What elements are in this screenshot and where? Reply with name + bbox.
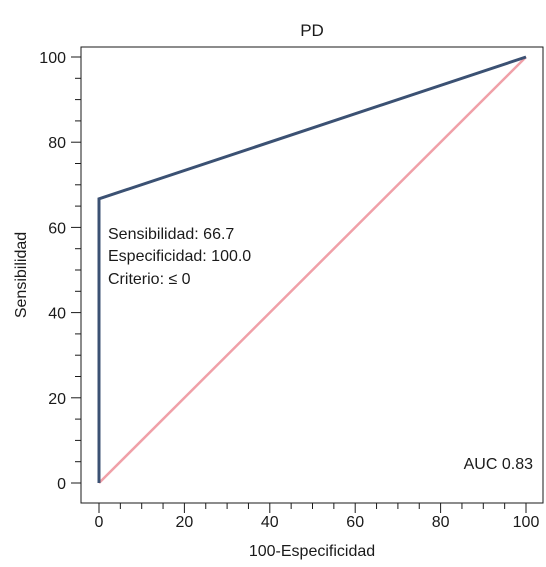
y-axis-label: Sensibilidad [13,232,30,318]
y-tick-label: 80 [48,135,66,152]
auc-label: AUC 0.83 [464,456,533,473]
annotation-criterion: Criterio: ≤ 0 [108,271,191,288]
annotation-specificity: Especificidad: 100.0 [108,248,251,265]
x-tick-label: 40 [261,514,279,531]
y-tick-label: 100 [39,50,66,67]
chart-title: PD [300,21,324,40]
tick-labels: 0 20 40 60 80 100 0 20 40 60 80 100 [39,50,539,531]
x-tick-label: 80 [432,514,450,531]
x-tick-label: 100 [513,514,540,531]
axis-ticks [71,56,527,513]
series-layer [97,55,527,484]
x-tick-label: 60 [346,514,364,531]
y-tick-label: 0 [57,476,66,493]
y-tick-label: 40 [48,306,66,323]
y-tick-label: 20 [48,391,66,408]
y-tick-label: 60 [48,220,66,237]
reference-diagonal-line [98,56,527,484]
annotation-sensitivity: Sensibilidad: 66.7 [108,226,234,243]
x-tick-label: 20 [176,514,194,531]
x-axis-label: 100-Especificidad [249,543,375,560]
roc-curve-line [97,55,527,483]
x-tick-label: 0 [95,514,104,531]
